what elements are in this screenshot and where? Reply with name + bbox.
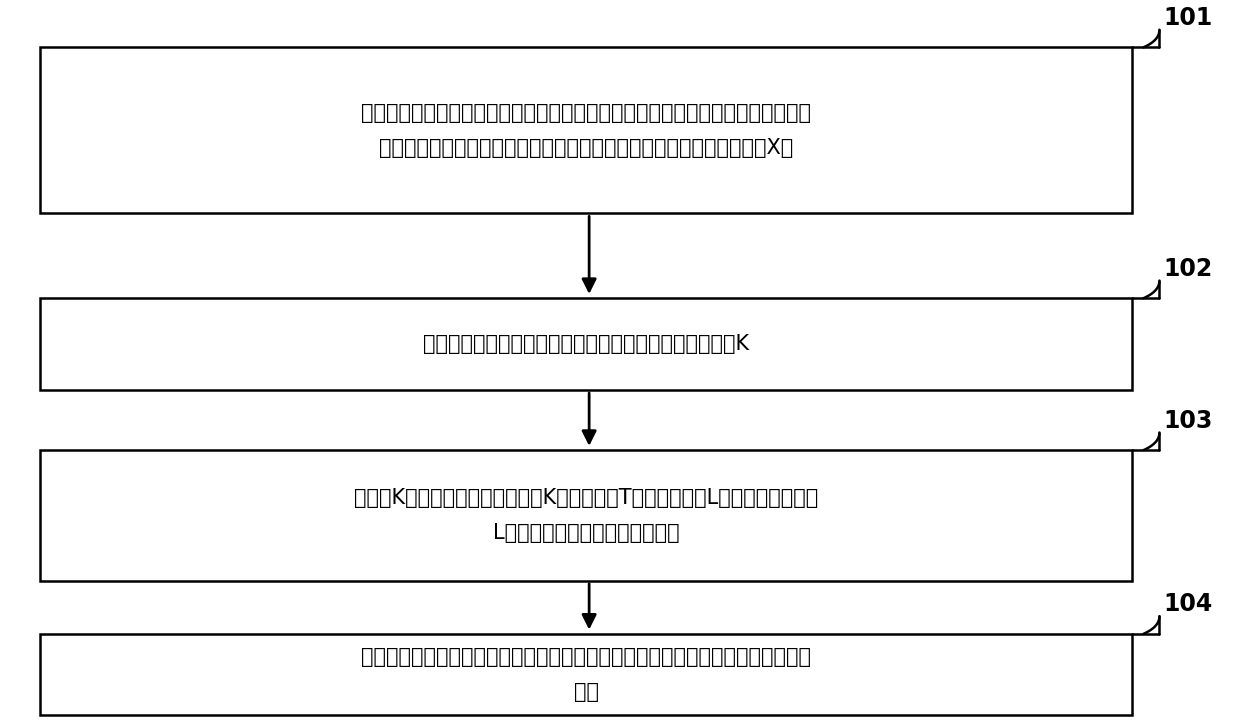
Text: 102: 102: [1163, 257, 1213, 281]
Text: 103: 103: [1163, 408, 1213, 433]
Text: 利用机组多工况模型对监测传感器的工况数据进行判断，对监测传感器进行分类，: 利用机组多工况模型对监测传感器的工况数据进行判断，对监测传感器进行分类，: [361, 103, 811, 123]
FancyBboxPatch shape: [40, 47, 1132, 213]
Text: 获得工况簇；其中，所述工况簇中所有监测传感器的工况信息构成矩阵X；: 获得工况簇；其中，所述工况簇中所有监测传感器的工况信息构成矩阵X；: [379, 138, 794, 158]
Text: 101: 101: [1163, 6, 1213, 30]
Text: 对矩阵K进行主元分析，获得矩阵K的主要特征T和特征值向量L，利用特征值向量: 对矩阵K进行主元分析，获得矩阵K的主要特征T和特征值向量L，利用特征值向量: [353, 488, 818, 508]
FancyBboxPatch shape: [40, 634, 1132, 715]
Text: 利用所述工况簇中任意两监测传感器的工况信息构成矩阵K: 利用所述工况簇中任意两监测传感器的工况信息构成矩阵K: [423, 334, 749, 355]
Text: 所述关联度与一阈值相比较，对大于所述阈值的关联度对应的监测传感器进行故障: 所述关联度与一阈值相比较，对大于所述阈值的关联度对应的监测传感器进行故障: [361, 647, 811, 667]
FancyBboxPatch shape: [40, 298, 1132, 390]
Text: 104: 104: [1163, 592, 1213, 616]
Text: L确定任意两监测传感器的关联度: L确定任意两监测传感器的关联度: [492, 523, 680, 543]
Text: 检测: 检测: [574, 682, 599, 703]
FancyBboxPatch shape: [40, 450, 1132, 581]
